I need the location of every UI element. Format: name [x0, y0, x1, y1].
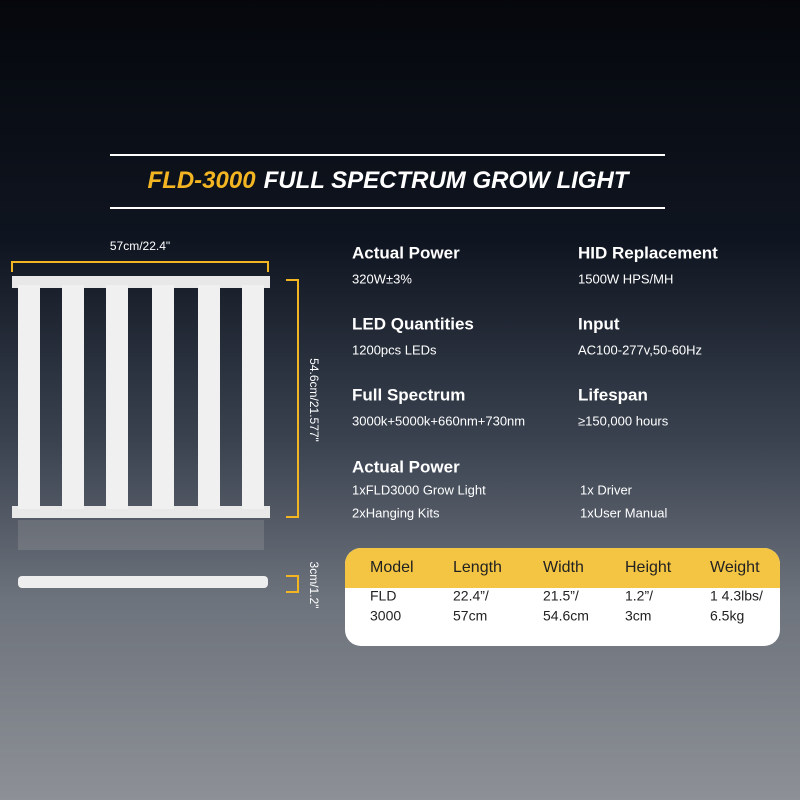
led-bar — [152, 285, 174, 509]
package-item: 1xFLD3000 Grow Light — [352, 482, 486, 497]
specs: Actual Power 320W±3% HID Replacement 1500W … — [352, 243, 718, 520]
title: FLD-3000 FULL SPECTRUM GROW LIGHT — [148, 167, 631, 194]
fixture — [12, 276, 270, 588]
table-cell: 1.2”/ — [625, 588, 653, 604]
height-label: 54.6cm/21.577" — [307, 358, 321, 442]
spec-label: LED Quantities — [352, 314, 474, 333]
table-header: Model — [370, 559, 414, 576]
title-model: FLD-3000 — [148, 167, 257, 194]
spec-value: 3000k+5000k+660nm+730nm — [352, 413, 525, 428]
title-rest: FULL SPECTRUM GROW LIGHT — [264, 167, 631, 194]
spec-value: 320W±3% — [352, 271, 412, 286]
table-cell: 22.4”/ — [453, 588, 489, 604]
table-header: Width — [543, 559, 584, 576]
table-cell: 57cm — [453, 608, 487, 624]
depth-label: 3cm/1.2" — [307, 562, 321, 609]
table-cell: 1 4.3lbs/ — [710, 588, 763, 604]
spec-label: Full Spectrum — [352, 385, 465, 404]
spec-value: AC100-277v,50-60Hz — [578, 342, 702, 357]
package-item: 1x Driver — [580, 482, 633, 497]
table-cell: 3000 — [370, 608, 401, 624]
package-item: 2xHanging Kits — [352, 505, 440, 520]
table-cell: 3cm — [625, 608, 651, 624]
depth-bracket — [286, 575, 299, 593]
led-bar — [18, 285, 40, 509]
table-header: Height — [625, 559, 672, 576]
spec-table: Model Length Width Height Weight FLD 3000 22.4”… — [370, 559, 763, 623]
spec-label: Input — [578, 314, 620, 333]
led-bar — [242, 285, 264, 509]
spec-value: 1500W HPS/MH — [578, 271, 673, 286]
spec-label: HID Replacement — [578, 243, 718, 262]
frame — [12, 506, 270, 518]
table-cell: 6.5kg — [710, 608, 744, 624]
table-header: Length — [453, 559, 502, 576]
width-bracket — [11, 261, 269, 272]
table-header: Weight — [710, 559, 760, 576]
height-bracket — [286, 279, 299, 518]
spec-value: 1200pcs LEDs — [352, 342, 437, 357]
table-cell: 54.6cm — [543, 608, 589, 624]
width-label: 57cm/22.4" — [110, 239, 170, 253]
spec-label: Actual Power — [352, 243, 460, 262]
led-bar — [106, 285, 128, 509]
frame — [12, 276, 270, 288]
reflection — [18, 520, 264, 550]
led-bar — [198, 285, 220, 509]
spec-value: ≥150,000 hours — [578, 413, 669, 428]
side-view — [18, 576, 268, 588]
package-item: 1xUser Manual — [580, 505, 668, 520]
table-cell: 21.5”/ — [543, 588, 579, 604]
table-cell: FLD — [370, 588, 396, 604]
package-label: Actual Power — [352, 457, 460, 476]
table-header-bg — [345, 548, 780, 588]
spec-label: Lifespan — [578, 385, 648, 404]
led-bar — [62, 285, 84, 509]
